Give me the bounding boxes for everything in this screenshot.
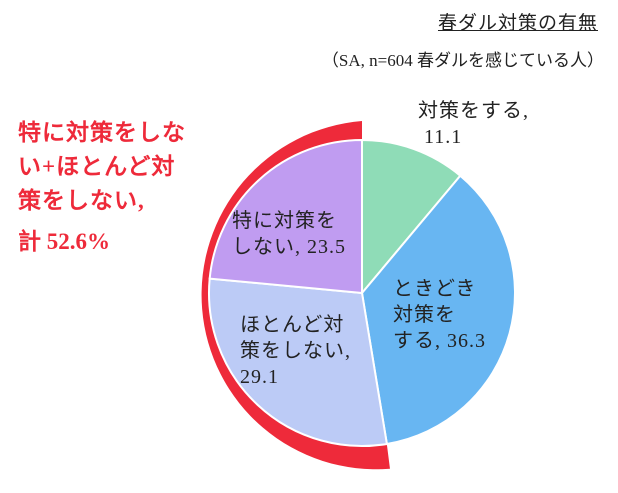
chart-title: 春ダル対策の有無	[437, 13, 598, 34]
category-label: ほとんど対 策をしない,	[240, 314, 351, 362]
annotation-total: 計 52.6%	[18, 229, 110, 254]
annotation: 特に対策をしな い+ほとんど対 策をしない,	[18, 120, 186, 213]
category-label: 特に対策を しない,	[232, 210, 337, 258]
pie-slice	[208, 277, 389, 447]
pie-slice	[208, 138, 363, 295]
pie-slice	[360, 174, 516, 446]
value-label: 11.1	[424, 126, 463, 148]
category-label: ときどき 対策を する,	[393, 278, 477, 352]
slice-label: ほとんど対 策をしない, 29.1	[240, 312, 351, 390]
value-label: 36.3	[447, 330, 486, 352]
category-label: 対策をする,	[418, 100, 529, 122]
value-label: 23.5	[307, 236, 346, 258]
chart-subtitle: （SA, n=604 春ダルを感じている人）	[321, 51, 604, 70]
slice-label: ときどき 対策を する, 36.3	[393, 276, 486, 354]
pie-slice	[361, 138, 462, 296]
value-label: 29.1	[240, 366, 279, 388]
slice-label: 対策をする, 11.1	[418, 98, 529, 150]
slice-label: 特に対策を しない, 23.5	[232, 208, 346, 260]
